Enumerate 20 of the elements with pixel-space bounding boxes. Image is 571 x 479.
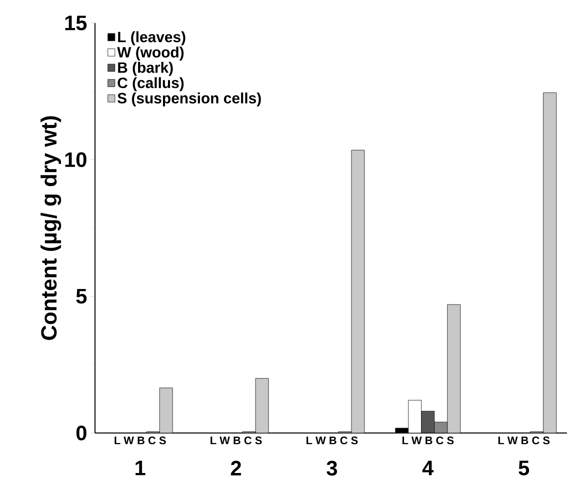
- legend-label: B (bark): [118, 62, 173, 76]
- y-tick-label: 0: [76, 426, 86, 440]
- text: L W B C S: [402, 436, 454, 444]
- y-axis-title: Content (µg/ g dry wt): [40, 116, 62, 340]
- y-tick-label: 5: [76, 289, 87, 304]
- x-tick-label: 1: [136, 460, 146, 476]
- x-tick-label: 3: [326, 460, 338, 476]
- legend-label: L (leaves): [118, 31, 186, 46]
- text: L W B C S: [114, 436, 166, 444]
- x-tick-label: 5: [518, 460, 530, 476]
- y-tick-label: 15: [65, 16, 87, 30]
- x-tick-label: 4: [422, 460, 434, 476]
- legend-label: W (wood): [117, 46, 184, 61]
- text: L W B C S: [306, 436, 358, 444]
- text: L W B C S: [498, 436, 550, 444]
- legend-label: S (suspension cells): [118, 92, 261, 106]
- text: L W B C S: [210, 436, 262, 444]
- x-tick-label: 2: [230, 460, 242, 476]
- legend-label: C (callus): [118, 77, 184, 92]
- y-tick-label: 10: [65, 152, 86, 168]
